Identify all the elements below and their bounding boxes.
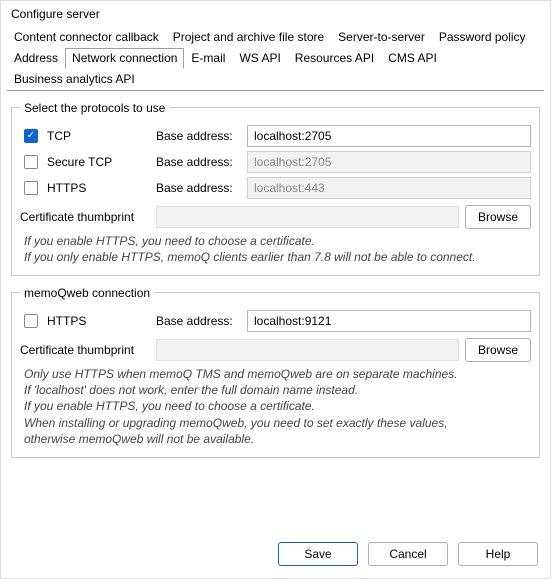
tab-cms-api[interactable]: CMS API [381,48,444,69]
protocols-legend: Select the protocols to use [20,101,169,115]
label-https-web: HTTPS [47,314,86,328]
label-https: HTTPS [47,181,86,195]
tab-ws-api[interactable]: WS API [232,48,287,69]
label-tcp: TCP [47,129,71,143]
tab-content-connector[interactable]: Content connector callback [7,27,166,48]
address-tcp[interactable] [247,125,531,147]
base-label-https-web: Base address: [156,314,241,328]
tab-strip: Content connector callback Project and a… [1,23,550,91]
help-button[interactable]: Help [458,542,538,566]
thumbprint-label-1: Certificate thumbprint [20,210,150,224]
dialog-footer: Save Cancel Help [1,532,550,578]
checkbox-https-web[interactable] [24,314,38,328]
browse-button-2[interactable]: Browse [465,338,531,362]
tab-resources-api[interactable]: Resources API [288,48,381,69]
tab-password-policy[interactable]: Password policy [432,27,533,48]
base-label-stcp: Base address: [156,155,241,169]
thumbprint-field-2 [156,339,459,361]
tab-email[interactable]: E-mail [184,48,232,69]
tab-network-connection[interactable]: Network connection [65,48,184,69]
save-button[interactable]: Save [278,542,358,566]
row-tcp: TCP Base address: [20,125,531,147]
address-https-web[interactable] [247,310,531,332]
row-stcp: Secure TCP Base address: [20,151,531,173]
memoqweb-note: Only use HTTPS when memoQ TMS and memoQw… [24,366,531,447]
memoqweb-legend: memoQweb connection [20,286,154,300]
cancel-button[interactable]: Cancel [368,542,448,566]
tab-address[interactable]: Address [7,48,65,69]
window-title: Configure server [1,1,550,23]
protocols-group: Select the protocols to use TCP Base add… [11,101,540,276]
address-https [247,177,531,199]
tab-project-archive[interactable]: Project and archive file store [166,27,331,48]
thumbprint-field-1 [156,206,459,228]
base-label-https: Base address: [156,181,241,195]
checkbox-tcp[interactable] [24,129,38,143]
tab-content: Select the protocols to use TCP Base add… [1,91,550,532]
base-label-tcp: Base address: [156,129,241,143]
protocols-note: If you enable HTTPS, you need to choose … [24,233,531,265]
thumbprint-row-1: Certificate thumbprint Browse [20,205,531,229]
memoqweb-group: memoQweb connection HTTPS Base address: … [11,286,540,458]
checkbox-secure-tcp[interactable] [24,155,38,169]
checkbox-https[interactable] [24,181,38,195]
tab-server-to-server[interactable]: Server-to-server [331,27,432,48]
thumbprint-row-2: Certificate thumbprint Browse [20,338,531,362]
address-secure-tcp [247,151,531,173]
thumbprint-label-2: Certificate thumbprint [20,343,150,357]
tab-business-analytics[interactable]: Business analytics API [7,69,142,90]
label-secure-tcp: Secure TCP [47,155,112,169]
browse-button-1[interactable]: Browse [465,205,531,229]
row-https-web: HTTPS Base address: [20,310,531,332]
row-https: HTTPS Base address: [20,177,531,199]
